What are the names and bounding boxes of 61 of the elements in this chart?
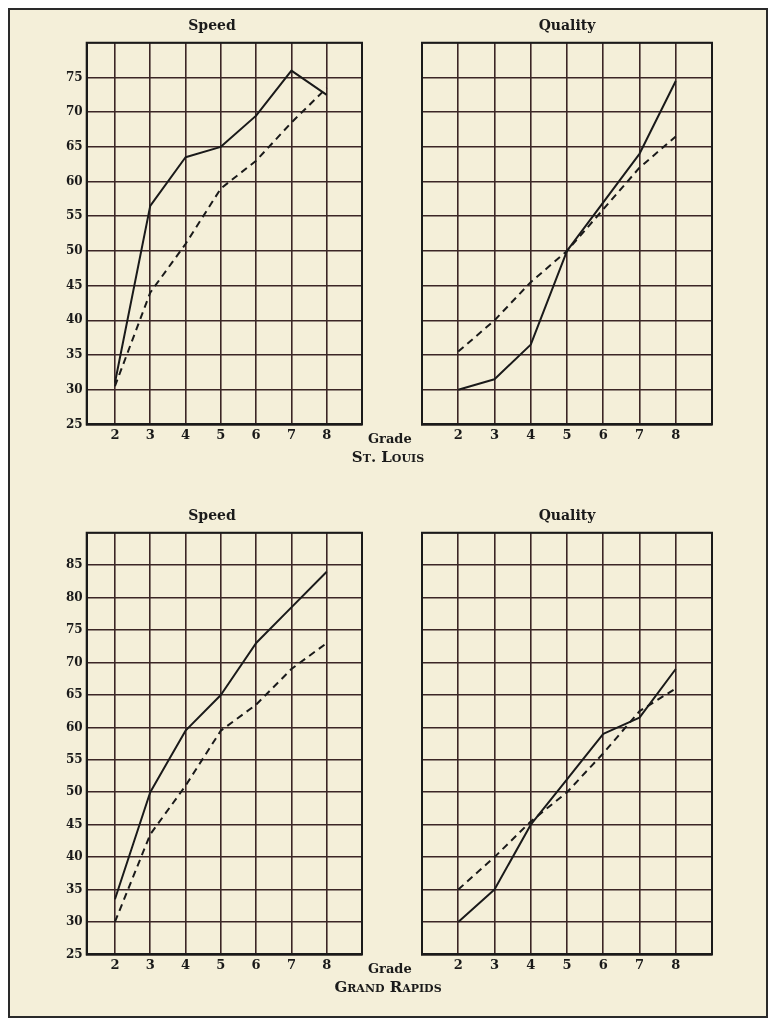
x-tick-label: 2	[110, 956, 120, 972]
x-axis-title: Grade	[368, 430, 412, 446]
y-tick-label: 50	[66, 243, 83, 258]
x-tick-label: 5	[562, 426, 572, 442]
y-tick-label: 40	[66, 312, 83, 327]
text: St. Louis	[350, 448, 426, 466]
x-tick-label: 5	[562, 956, 572, 972]
x-tick-label: 5	[216, 956, 226, 972]
x-tick-label: 3	[489, 426, 500, 442]
x-tick-label: 6	[598, 956, 608, 972]
x-tick-label: 7	[286, 426, 296, 442]
line-series	[113, 642, 328, 923]
x-tick-label: 4	[181, 956, 191, 972]
x-tick-label: 6	[251, 956, 261, 972]
y-tick-label: 55	[66, 208, 83, 223]
x-tick-label: 8	[671, 426, 681, 442]
y-tick-label: 30	[66, 381, 83, 396]
x-tick-label: 7	[286, 956, 296, 972]
x-tick-label: 3	[489, 956, 500, 972]
y-tick-label: 25	[66, 416, 83, 431]
y-tick-label: 80	[66, 589, 83, 604]
x-tick-label: 7	[634, 956, 645, 972]
x-tick-label: 4	[526, 956, 536, 972]
x-tick-label: 6	[598, 426, 608, 442]
y-tick-label: 35	[66, 881, 83, 896]
y-tick-label: 30	[66, 914, 83, 929]
x-tick-label: 7	[634, 426, 645, 442]
x-tick-label: 6	[251, 426, 261, 442]
chart-title: Quality	[538, 507, 597, 524]
x-tick-label: 3	[145, 956, 155, 972]
chart-title: Speed	[188, 17, 236, 34]
y-tick-label: 55	[66, 751, 83, 766]
y-tick-label: 65	[66, 687, 83, 702]
x-tick-label: 8	[322, 426, 332, 442]
y-tick-label: 45	[66, 816, 83, 831]
y-tick-label: 75	[66, 69, 83, 84]
y-tick-label: 70	[66, 104, 83, 119]
y-tick-label: 25	[66, 946, 83, 961]
y-tick-label: 60	[66, 719, 83, 734]
x-tick-label: 2	[453, 956, 463, 972]
y-tick-label: 65	[66, 139, 83, 153]
x-tick-label: 4	[181, 426, 191, 442]
x-tick-label: 8	[671, 956, 681, 972]
x-axis-title: Grade	[368, 960, 412, 976]
y-tick-label: 60	[66, 173, 83, 188]
text: Grand Rapids	[333, 978, 443, 996]
y-tick-label: 45	[66, 277, 83, 292]
x-tick-label: 5	[216, 426, 226, 442]
x-tick-label: 3	[145, 426, 155, 442]
y-tick-label: 35	[66, 347, 83, 362]
x-tick-label: 8	[322, 956, 332, 972]
y-tick-label: 50	[66, 784, 83, 799]
y-tick-label: 75	[66, 622, 83, 637]
y-tick-label: 70	[66, 654, 83, 669]
chart-title: Speed	[188, 507, 236, 524]
y-tick-label: 85	[66, 557, 83, 572]
x-tick-label: 2	[110, 426, 120, 442]
y-tick-label: 40	[66, 849, 83, 864]
chart-title: Quality	[538, 17, 597, 34]
x-tick-label: 4	[526, 426, 536, 442]
x-tick-label: 2	[453, 426, 463, 442]
